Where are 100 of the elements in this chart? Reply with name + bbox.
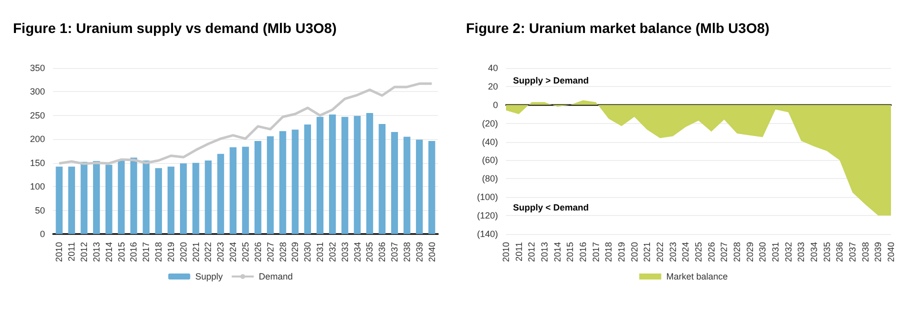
x-tick-label: 2014: [552, 242, 562, 262]
bar: [230, 147, 236, 234]
bar: [266, 136, 274, 234]
bar: [428, 141, 436, 234]
bar: [118, 160, 125, 234]
y-tick-label: (40): [482, 136, 498, 147]
x-tick-label: 2034: [352, 242, 362, 262]
bar: [316, 116, 324, 234]
y-tick-label: 100: [30, 182, 45, 192]
x-tick-label: 2014: [104, 242, 114, 262]
bar: [142, 160, 150, 234]
x-tick-label: 2033: [796, 242, 806, 262]
x-tick-label: 2039: [414, 242, 424, 262]
x-tick-label: 2027: [265, 242, 276, 262]
x-tick-label: 2032: [783, 242, 794, 262]
x-tick-label: 2025: [240, 242, 250, 262]
bar: [192, 162, 200, 234]
x-tick-label: 2027: [719, 242, 730, 262]
x-tick-label: 2013: [91, 242, 102, 262]
x-tick-label: 2037: [390, 242, 400, 262]
x-tick-label: 2031: [315, 242, 326, 262]
y-tick-label: 200: [30, 134, 45, 144]
x-tick-label: 2024: [228, 242, 238, 262]
x-tick-label: 2020: [178, 242, 188, 262]
x-tick-label: 2035: [822, 242, 832, 262]
x-tick-label: 2022: [203, 242, 214, 262]
x-tick-label: 2040: [426, 242, 437, 262]
x-tick-label: 2033: [340, 242, 350, 262]
bar: [93, 160, 100, 234]
x-tick-label: 2018: [604, 242, 614, 262]
x-tick-label: 2024: [680, 242, 691, 262]
x-tick-label: 2036: [377, 242, 388, 262]
x-tick-label: 2038: [402, 242, 412, 262]
bar: [404, 136, 410, 234]
bar: [354, 116, 361, 234]
x-tick-label: 2010: [54, 242, 64, 262]
bar: [292, 130, 299, 234]
y-tick-label: 50: [34, 205, 45, 216]
x-tick-label: 2028: [732, 242, 742, 262]
x-tick-label: 2032: [327, 242, 338, 262]
x-tick-label: 2019: [616, 242, 626, 262]
bar: [168, 166, 174, 234]
x-tick-label: 2012: [79, 242, 90, 262]
x-tick-label: 2018: [154, 242, 164, 262]
y-tick-label: (20): [482, 118, 498, 128]
y-tick-label: 20: [488, 81, 498, 92]
bar: [279, 131, 286, 234]
x-tick-label: 2038: [860, 242, 870, 262]
bar: [341, 116, 348, 234]
x-tick-label: 2012: [526, 242, 537, 262]
bar: [105, 164, 112, 234]
legend-label: Supply: [195, 272, 224, 282]
x-tick-label: 2037: [848, 242, 858, 262]
bar: [366, 113, 374, 234]
x-tick-label: 2016: [128, 242, 139, 262]
x-tick-label: 2016: [578, 242, 588, 262]
x-tick-label: 2035: [364, 242, 375, 262]
x-tick-label: 2019: [166, 242, 176, 262]
x-tick-label: 2017: [141, 242, 152, 262]
bar: [130, 158, 138, 234]
bar: [217, 154, 224, 234]
y-tick-label: (80): [482, 174, 498, 184]
bar: [329, 114, 336, 234]
x-tick-label: 2021: [642, 242, 652, 262]
x-tick-label: 2013: [540, 242, 550, 262]
x-tick-label: 2022: [655, 242, 665, 262]
bar: [80, 162, 88, 234]
x-tick-label: 2015: [116, 242, 126, 262]
y-tick-label: (100): [476, 192, 498, 202]
bar: [304, 124, 312, 234]
x-tick-label: 2029: [744, 242, 755, 262]
bar: [180, 163, 187, 234]
y-tick-label: (120): [476, 210, 498, 221]
y-tick-label: 350: [30, 63, 45, 73]
x-tick-label: 2036: [834, 242, 845, 262]
x-tick-label: 2010: [501, 242, 511, 262]
legend-label: Demand: [258, 272, 293, 282]
y-tick-label: (60): [482, 155, 498, 166]
x-tick-label: 2026: [706, 242, 716, 262]
x-tick-label: 2017: [590, 242, 601, 262]
chart-title: Figure 2: Uranium market balance (Mlb U3O8): [466, 20, 770, 36]
bar: [254, 141, 262, 234]
line-series: [58, 82, 434, 166]
x-tick-label: 2011: [66, 242, 77, 262]
bar: [204, 160, 212, 234]
y-tick-label: 40: [488, 63, 498, 73]
x-tick-label: 2011: [514, 242, 524, 262]
x-tick-label: 2030: [302, 242, 313, 262]
bar: [242, 146, 249, 234]
x-tick-label: 2039: [873, 242, 884, 262]
bar: [68, 166, 76, 234]
y-tick-label: (140): [476, 229, 498, 239]
x-tick-label: 2034: [809, 242, 819, 262]
x-tick-label: 2015: [565, 242, 576, 262]
x-tick-label: 2030: [758, 242, 768, 262]
y-tick-label: 150: [30, 158, 45, 168]
y-tick-label: 250: [30, 110, 45, 120]
x-tick-label: 2023: [668, 242, 678, 262]
x-tick-label: 2028: [278, 242, 288, 262]
y-tick-label: 0: [492, 100, 498, 110]
